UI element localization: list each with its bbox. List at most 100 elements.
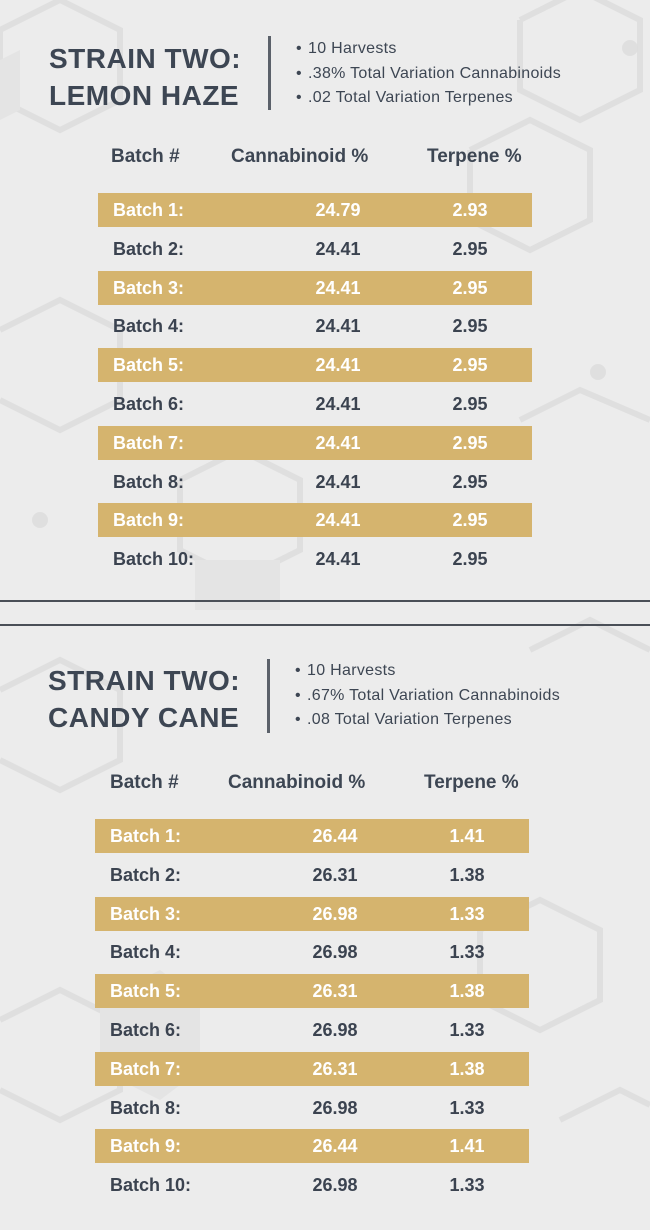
cannabinoid-value: 26.44 — [312, 826, 358, 846]
batch-label: Batch 7: — [110, 1058, 182, 1079]
terpene-value: 2.95 — [452, 471, 488, 492]
batch-label: Batch 9: — [110, 1136, 182, 1157]
batch-label: Batch 10: — [113, 549, 195, 570]
summary-terpene-variation: .08 Total Variation Terpenes — [295, 708, 560, 733]
terpene-value: 1.38 — [449, 981, 485, 1002]
terpene-value: 2.95 — [452, 394, 488, 414]
strain-section-candy-cane: STRAIN TWO: CANDY CANE 10 Harvests .67% … — [0, 626, 650, 1230]
column-header-terpene: Terpene % — [427, 146, 522, 167]
batch-label: Batch 2: — [110, 864, 182, 885]
cannabinoid-value: 26.31 — [312, 981, 358, 1002]
table-row: Batch 5: 26.31 1.38 — [95, 974, 529, 1009]
terpene-value: 1.33 — [449, 1020, 485, 1040]
batch-label: Batch 6: — [110, 1020, 182, 1040]
batch-label: Batch 9: — [113, 510, 185, 531]
terpene-value: 1.33 — [449, 942, 485, 963]
table-row: Batch 7: 26.31 1.38 — [95, 1051, 529, 1086]
section-divider-top — [0, 600, 650, 602]
table-row: Batch 3: 26.98 1.33 — [95, 896, 529, 931]
column-header-batch: Batch # — [111, 146, 180, 167]
table-row: Batch 1: 24.79 2.93 — [98, 193, 532, 227]
terpene-value: 2.95 — [452, 316, 488, 337]
strain-summary-list: 10 Harvests .67% Total Variation Cannabi… — [295, 659, 560, 733]
terpene-value: 1.38 — [449, 864, 485, 885]
batch-label: Batch 1: — [113, 200, 185, 220]
table-row: Batch 8: 26.98 1.33 — [95, 1091, 529, 1125]
batch-label: Batch 4: — [110, 942, 182, 963]
cannabinoid-value: 24.41 — [315, 471, 361, 492]
cannabinoid-value: 24.41 — [315, 394, 361, 414]
cannabinoid-value: 26.98 — [312, 903, 358, 924]
strain-title-line1: STRAIN TWO: — [49, 43, 242, 74]
strain-title-line1: STRAIN TWO: — [48, 665, 241, 696]
terpene-value: 2.93 — [452, 200, 488, 220]
header-vertical-divider — [267, 659, 270, 733]
column-header-cannabinoid: Cannabinoid % — [228, 772, 366, 793]
terpene-value: 2.95 — [452, 277, 488, 298]
cannabinoid-value: 26.98 — [312, 942, 358, 963]
batch-label: Batch 8: — [113, 471, 185, 492]
terpene-value: 2.95 — [452, 432, 488, 453]
terpene-value: 1.38 — [449, 1058, 485, 1079]
strain-title: STRAIN TWO: CANDY CANE — [48, 662, 240, 736]
strain-title-line2: CANDY CANE — [48, 702, 240, 733]
table-row: Batch 4: 24.41 2.95 — [98, 309, 532, 343]
cannabinoid-value: 24.79 — [315, 200, 361, 220]
table-row: Batch 5: 24.41 2.95 — [98, 348, 532, 383]
terpene-value: 1.41 — [449, 1136, 485, 1157]
cannabinoid-value: 24.41 — [315, 432, 361, 453]
terpene-value: 1.33 — [449, 903, 485, 924]
batch-label: Batch 5: — [110, 981, 182, 1002]
column-header-cannabinoid: Cannabinoid % — [231, 146, 369, 167]
batch-label: Batch 5: — [113, 355, 185, 376]
batch-label: Batch 3: — [113, 277, 185, 298]
summary-harvests: 10 Harvests — [295, 659, 560, 684]
terpene-value: 1.33 — [449, 1175, 485, 1196]
header-vertical-divider — [268, 36, 271, 110]
table-row: Batch 3: 24.41 2.95 — [98, 270, 532, 305]
batch-label: Batch 7: — [113, 432, 185, 453]
table-row: Batch 10: 24.41 2.95 — [98, 542, 532, 576]
cannabinoid-value: 26.31 — [312, 864, 358, 885]
summary-harvests: 10 Harvests — [296, 37, 561, 62]
cannabinoid-value: 24.41 — [315, 238, 361, 259]
table-row: Batch 4: 26.98 1.33 — [95, 935, 529, 969]
cannabinoid-value: 26.31 — [312, 1058, 358, 1079]
table-row: Batch 10: 26.98 1.33 — [95, 1168, 529, 1202]
terpene-value: 1.33 — [449, 1097, 485, 1118]
table-row: Batch 6: 26.98 1.33 — [95, 1013, 529, 1047]
table-row: Batch 9: 26.44 1.41 — [95, 1129, 529, 1164]
terpene-value: 2.95 — [452, 355, 488, 376]
terpene-value: 2.95 — [452, 238, 488, 259]
cannabinoid-value: 24.41 — [315, 355, 361, 376]
column-header-batch: Batch # — [110, 772, 179, 793]
cannabinoid-value: 24.41 — [315, 277, 361, 298]
batch-label: Batch 8: — [110, 1097, 182, 1118]
strain-title: STRAIN TWO: LEMON HAZE — [49, 40, 241, 114]
batch-label: Batch 1: — [110, 826, 182, 846]
table-row: Batch 6: 24.41 2.95 — [98, 387, 532, 421]
cannabinoid-value: 26.44 — [312, 1136, 358, 1157]
strain-section-lemon-haze: STRAIN TWO: LEMON HAZE 10 Harvests .38% … — [0, 0, 650, 600]
table-row: Batch 1: 26.44 1.41 — [95, 819, 529, 853]
table-row: Batch 7: 24.41 2.95 — [98, 425, 532, 460]
strain-title-line2: LEMON HAZE — [49, 80, 240, 111]
table-row: Batch 2: 24.41 2.95 — [98, 232, 532, 266]
strain-summary-list: 10 Harvests .38% Total Variation Cannabi… — [296, 37, 561, 111]
batch-label: Batch 2: — [113, 238, 185, 259]
cannabinoid-value: 26.98 — [312, 1020, 358, 1040]
table-row: Batch 8: 24.41 2.95 — [98, 465, 532, 499]
summary-cannabinoid-variation: .38% Total Variation Cannabinoids — [296, 62, 561, 87]
batch-label: Batch 3: — [110, 903, 182, 924]
terpene-value: 1.41 — [449, 826, 485, 846]
terpene-value: 2.95 — [452, 510, 488, 531]
batch-label: Batch 4: — [113, 316, 185, 337]
cannabinoid-value: 26.98 — [312, 1175, 358, 1196]
column-header-terpene: Terpene % — [424, 772, 519, 793]
cannabinoid-value: 26.98 — [312, 1097, 358, 1118]
summary-terpene-variation: .02 Total Variation Terpenes — [296, 86, 561, 111]
cannabinoid-value: 24.41 — [315, 316, 361, 337]
cannabinoid-value: 24.41 — [315, 510, 361, 531]
table-row: Batch 9: 24.41 2.95 — [98, 503, 532, 538]
summary-cannabinoid-variation: .67% Total Variation Cannabinoids — [295, 684, 560, 709]
